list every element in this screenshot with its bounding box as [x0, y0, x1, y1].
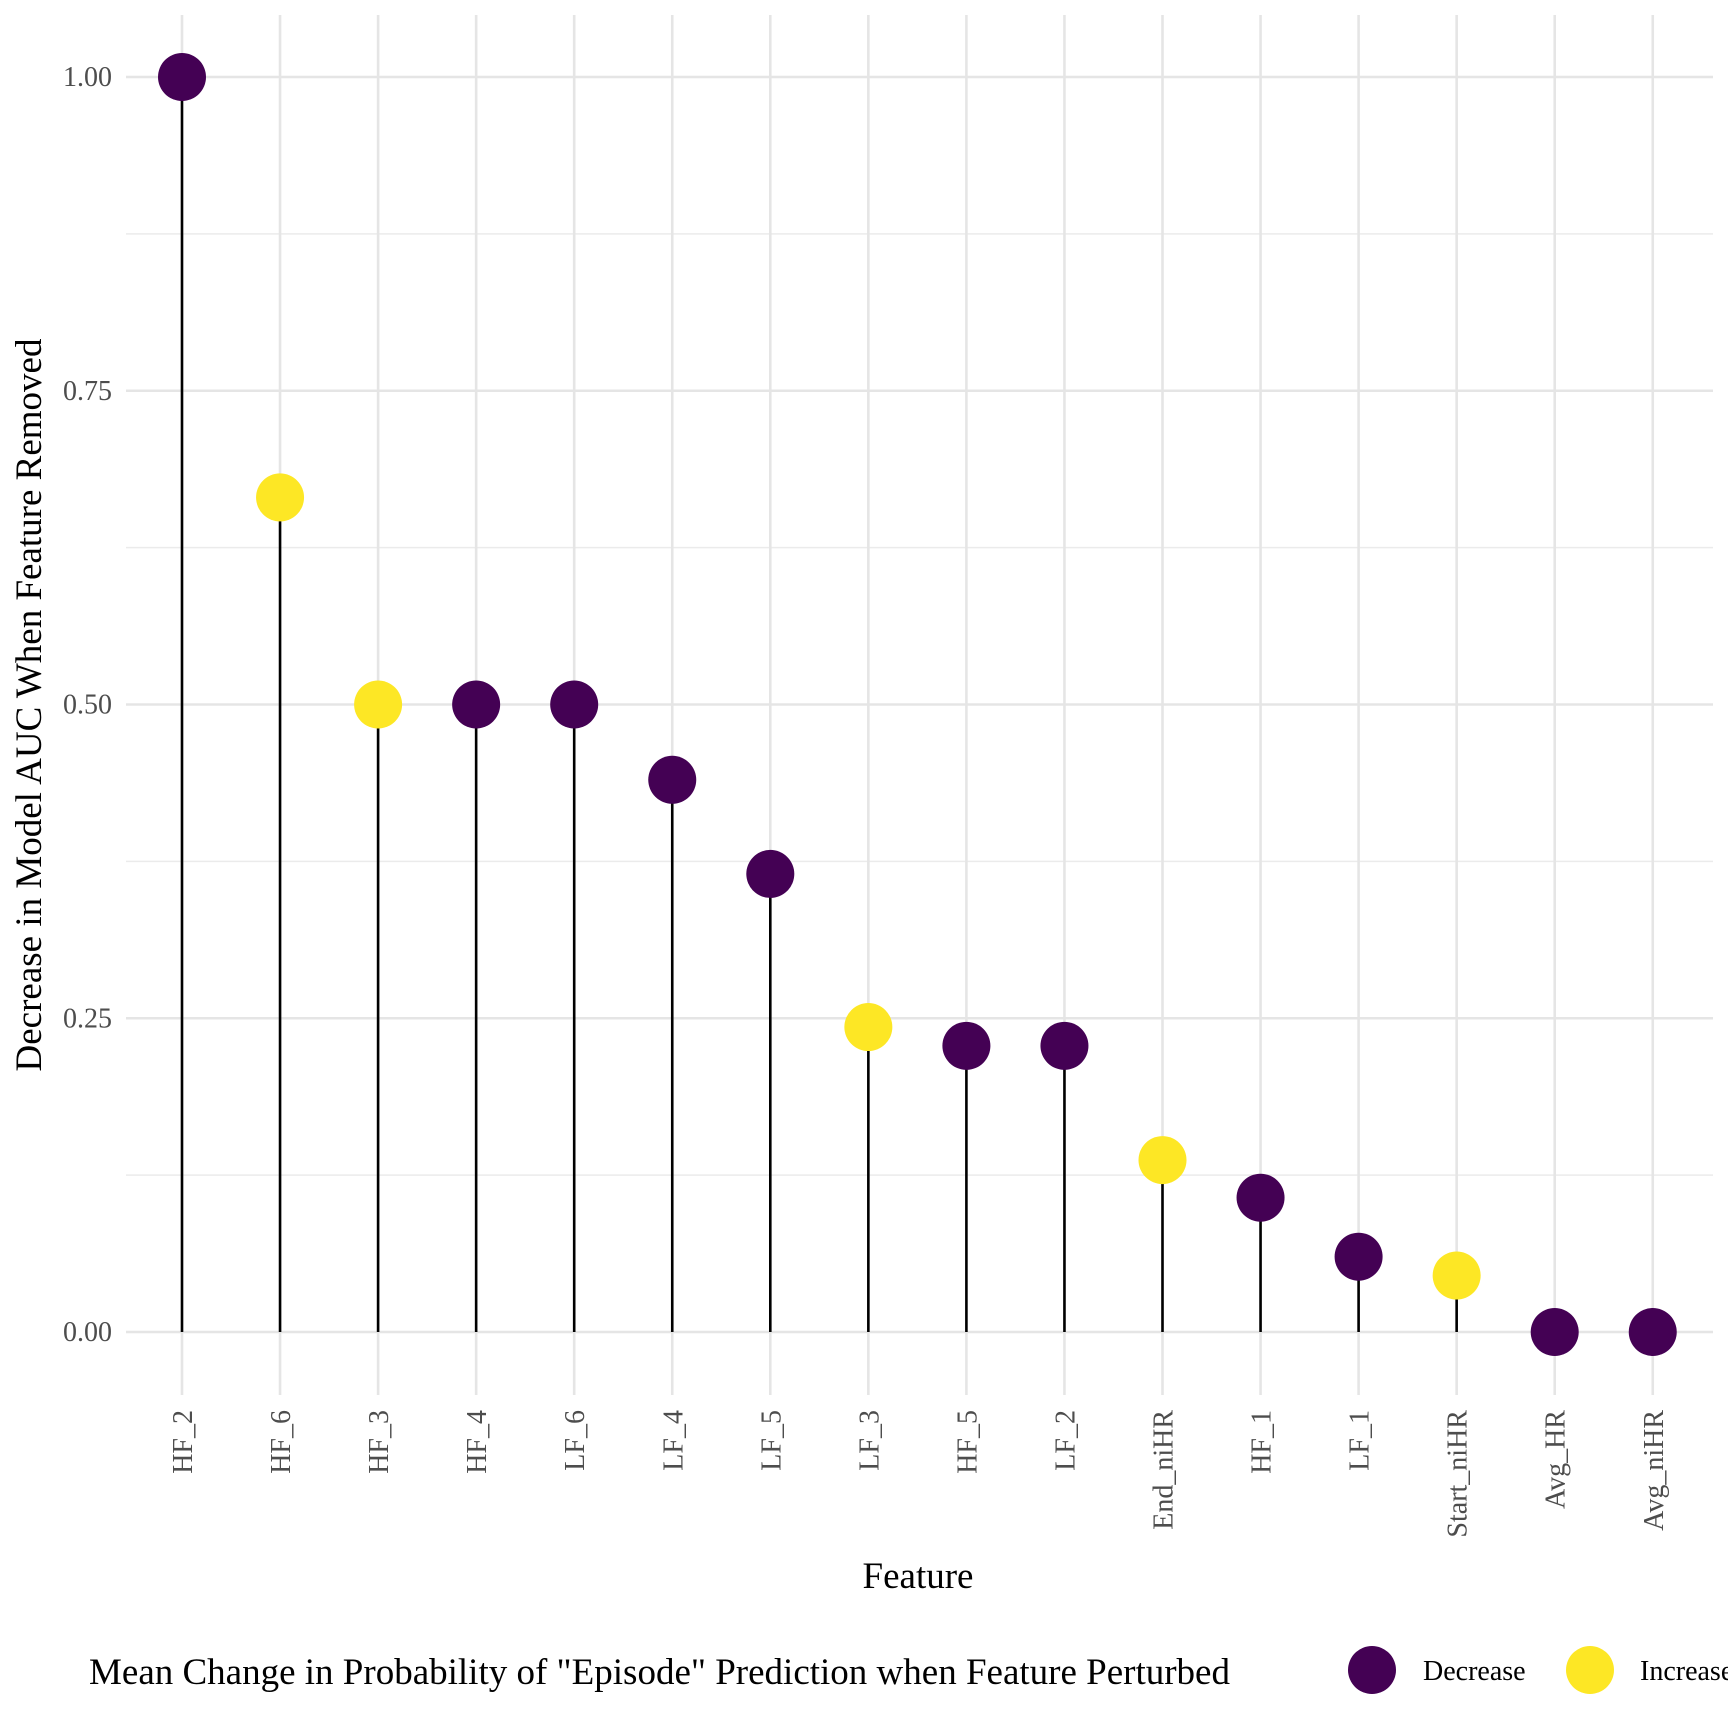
lollipop-point-start_nihr	[1432, 1251, 1481, 1300]
x-axis-title: Feature	[863, 1556, 974, 1597]
lollipop-point-lf_3	[844, 1003, 893, 1052]
lollipop-point-hf_4	[452, 680, 501, 729]
legend-label-increase: Increase	[1640, 1656, 1728, 1687]
lollipop-point-lf_6	[550, 680, 599, 729]
legend-key-decrease	[1348, 1646, 1396, 1694]
y-axis-title: Decrease in Model AUC When Feature Remov…	[9, 338, 50, 1071]
x-tick-label: Avg_HR	[1541, 1410, 1572, 1509]
lollipop-point-hf_5	[942, 1021, 991, 1070]
x-tick-label: HF_3	[364, 1410, 395, 1474]
lollipop-point-avg_hr	[1530, 1308, 1579, 1356]
y-tick-label: 0.75	[63, 376, 112, 407]
lollipop-point-lf_2	[1040, 1021, 1089, 1070]
x-axis-ticks: HF_2 HF_6 HF_3 HF_4 LF_6 LF_4 LF_5 LF_3 HF_5 LF_2…	[168, 1410, 1670, 1538]
legend-key-increase	[1566, 1646, 1614, 1694]
lollipop-point-hf_2	[158, 53, 206, 101]
x-tick-label: HF_2	[168, 1410, 199, 1474]
lollipop-point-avg_nihr	[1628, 1308, 1677, 1356]
lollipop-point-end_nihr	[1138, 1136, 1187, 1185]
legend-entries: Decrease Increase	[1348, 1646, 1728, 1694]
x-tick-label: HF_4	[462, 1410, 493, 1474]
y-tick-label: 0.25	[63, 1003, 112, 1034]
x-tick-label: LF_4	[658, 1410, 689, 1471]
x-tick-label: LF_6	[560, 1410, 591, 1471]
x-tick-label: LF_3	[854, 1410, 885, 1471]
x-tick-label: LF_2	[1050, 1410, 1081, 1471]
lollipop-point-lf_1	[1334, 1232, 1383, 1281]
legend-title: Mean Change in Probability of "Episode" …	[89, 1652, 1230, 1693]
x-tick-label: Avg_niHR	[1639, 1410, 1670, 1531]
y-tick-label: 1.00	[63, 62, 112, 93]
legend: Mean Change in Probability of "Episode" …	[89, 1646, 1728, 1694]
lollipop-point-lf_4	[648, 755, 697, 804]
lollipop-point-hf_6	[256, 473, 305, 522]
legend-label-decrease: Decrease	[1423, 1656, 1526, 1687]
x-tick-label: LF_1	[1345, 1410, 1376, 1471]
x-tick-label: HF_6	[266, 1410, 297, 1474]
x-tick-label: HF_5	[952, 1410, 983, 1474]
x-tick-label: End_niHR	[1149, 1410, 1180, 1530]
lollipop-points	[158, 53, 1677, 1356]
x-tick-label: LF_5	[756, 1410, 787, 1471]
lollipop-point-lf_5	[746, 849, 795, 898]
y-tick-label: 0.50	[63, 690, 112, 721]
lollipop-point-hf_3	[354, 680, 403, 729]
y-tick-label: 0.00	[63, 1317, 112, 1348]
x-tick-label: Start_niHR	[1443, 1410, 1474, 1538]
y-axis-ticks: 0.00 0.25 0.50 0.75 1.00	[63, 62, 112, 1348]
lollipop-point-hf_1	[1236, 1173, 1285, 1222]
x-tick-label: HF_1	[1247, 1410, 1278, 1474]
